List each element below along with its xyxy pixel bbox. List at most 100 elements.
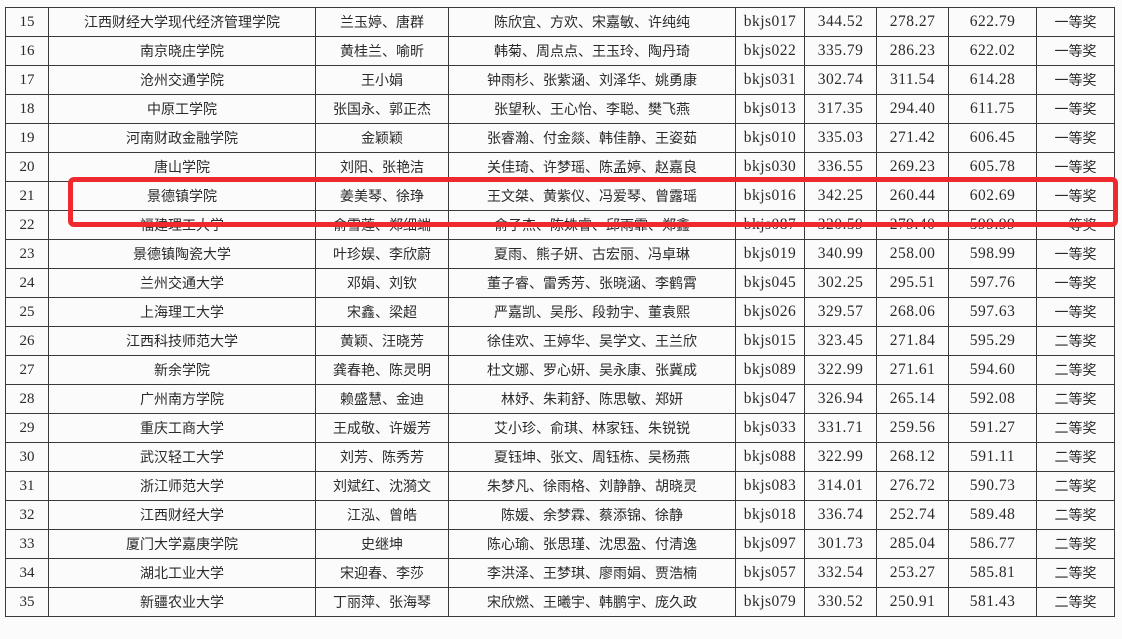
total-cell: 622.79 — [948, 7, 1037, 37]
rank-cell: 18 — [5, 94, 49, 124]
team-id-cell: bkjs017 — [735, 7, 805, 37]
total-cell: 589.48 — [948, 500, 1037, 530]
members-cell: 王文桀、黄紫仪、冯爱琴、曾露瑶 — [448, 181, 736, 211]
score2-cell: 250.91 — [876, 587, 949, 617]
team-id-cell: bkjs097 — [735, 529, 805, 559]
score2-cell: 311.54 — [876, 65, 949, 95]
total-cell: 611.75 — [948, 94, 1037, 124]
total-cell: 591.11 — [948, 442, 1037, 472]
total-cell: 599.99 — [948, 210, 1037, 240]
award-cell: 一等奖 — [1036, 239, 1115, 269]
table-row: 31 浙江师范大学 刘斌红、沈漪文 朱梦凡、徐雨格、刘静静、胡晓灵 bkjs083 314… — [5, 471, 1115, 501]
members-cell: 夏雨、熊子妍、古宏丽、冯卓琳 — [448, 239, 736, 269]
score2-cell: 252.74 — [876, 500, 949, 530]
members-cell: 李洪泽、王梦琪、廖雨娟、贾浩楠 — [448, 558, 736, 588]
school-cell: 重庆工商大学 — [48, 413, 316, 443]
advisors-cell: 龚春艳、陈灵明 — [315, 355, 449, 385]
school-cell: 浙江师范大学 — [48, 471, 316, 501]
rank-cell: 16 — [5, 36, 49, 66]
score2-cell: 260.44 — [876, 181, 949, 211]
rank-cell: 32 — [5, 500, 49, 530]
award-cell: 一等奖 — [1036, 181, 1115, 211]
team-id-cell: bkjs088 — [735, 442, 805, 472]
score1-cell: 302.74 — [804, 65, 877, 95]
total-cell: 605.78 — [948, 152, 1037, 182]
team-id-cell: bkjs018 — [735, 500, 805, 530]
advisors-cell: 刘斌红、沈漪文 — [315, 471, 449, 501]
award-cell: 一等奖 — [1036, 152, 1115, 182]
score2-cell: 265.14 — [876, 384, 949, 414]
advisors-cell: 俞雪莲、郑细端 — [315, 210, 449, 240]
award-cell: 一等奖 — [1036, 297, 1115, 327]
score2-cell: 279.40 — [876, 210, 949, 240]
advisors-cell: 姜美琴、徐琤 — [315, 181, 449, 211]
school-cell: 广州南方学院 — [48, 384, 316, 414]
award-cell: 一等奖 — [1036, 65, 1115, 95]
rank-cell: 24 — [5, 268, 49, 298]
members-cell: 陈媛、余梦霖、蔡添锦、徐静 — [448, 500, 736, 530]
score1-cell: 322.99 — [804, 355, 877, 385]
score2-cell: 268.12 — [876, 442, 949, 472]
advisors-cell: 黄桂兰、喻昕 — [315, 36, 449, 66]
total-cell: 585.81 — [948, 558, 1037, 588]
award-cell: 二等奖 — [1036, 471, 1115, 501]
total-cell: 614.28 — [948, 65, 1037, 95]
award-cell: 二等奖 — [1036, 355, 1115, 385]
score1-cell: 330.52 — [804, 587, 877, 617]
score1-cell: 335.03 — [804, 123, 877, 153]
score2-cell: 271.61 — [876, 355, 949, 385]
table-row: 29 重庆工商大学 王成敬、许媛芳 艾小珍、俞琪、林家钰、朱锐锐 bkjs033 331.… — [5, 413, 1115, 443]
school-cell: 新余学院 — [48, 355, 316, 385]
school-cell: 河南财政金融学院 — [48, 123, 316, 153]
award-cell: 一等奖 — [1036, 36, 1115, 66]
members-cell: 俞子杰、陈姝睿、邱雨霏、郑鑫 — [448, 210, 736, 240]
table-row: 33 厦门大学嘉庚学院 史继坤 陈心瑜、张思瑾、沈思盈、付清逸 bkjs097 301.7… — [5, 529, 1115, 559]
members-cell: 艾小珍、俞琪、林家钰、朱锐锐 — [448, 413, 736, 443]
score2-cell: 268.06 — [876, 297, 949, 327]
school-cell: 武汉轻工大学 — [48, 442, 316, 472]
score1-cell: 331.71 — [804, 413, 877, 443]
table-row: 32 江西财经大学 江泓、曾皓 陈媛、余梦霖、蔡添锦、徐静 bkjs018 336.74 2… — [5, 500, 1115, 530]
score2-cell: 286.23 — [876, 36, 949, 66]
results-table: 15 江西财经大学现代经济管理学院 兰玉婷、唐群 陈欣宜、方欢、宋嘉敏、许纯纯 bkjs… — [5, 7, 1115, 617]
rank-cell: 19 — [5, 123, 49, 153]
rank-cell: 25 — [5, 297, 49, 327]
score1-cell: 336.55 — [804, 152, 877, 182]
rank-cell: 29 — [5, 413, 49, 443]
team-id-cell: bkjs087 — [735, 210, 805, 240]
table-row: 30 武汉轻工大学 刘芳、陈秀芳 夏钰坤、张文、周钰栋、吴杨燕 bkjs088 322.9… — [5, 442, 1115, 472]
score1-cell: 340.99 — [804, 239, 877, 269]
total-cell: 594.60 — [948, 355, 1037, 385]
school-cell: 景德镇学院 — [48, 181, 316, 211]
advisors-cell: 邓娟、刘钦 — [315, 268, 449, 298]
table-row: 16 南京晓庄学院 黄桂兰、喻昕 韩菊、周点点、王玉玲、陶丹琦 bkjs022 335.7… — [5, 36, 1115, 66]
school-cell: 新疆农业大学 — [48, 587, 316, 617]
table-row: 25 上海理工大学 宋鑫、梁超 严嘉凯、吴彤、段勃宇、董袁熙 bkjs026 329.57… — [5, 297, 1115, 327]
school-cell: 江西科技师范大学 — [48, 326, 316, 356]
rank-cell: 23 — [5, 239, 49, 269]
team-id-cell: bkjs031 — [735, 65, 805, 95]
advisors-cell: 金颖颖 — [315, 123, 449, 153]
advisors-cell: 史继坤 — [315, 529, 449, 559]
team-id-cell: bkjs033 — [735, 413, 805, 443]
total-cell: 581.43 — [948, 587, 1037, 617]
rank-cell: 15 — [5, 7, 49, 37]
members-cell: 陈欣宜、方欢、宋嘉敏、许纯纯 — [448, 7, 736, 37]
total-cell: 597.63 — [948, 297, 1037, 327]
score2-cell: 271.84 — [876, 326, 949, 356]
members-cell: 徐佳欢、王婷华、吴学文、王兰欣 — [448, 326, 736, 356]
total-cell: 597.76 — [948, 268, 1037, 298]
score2-cell: 259.56 — [876, 413, 949, 443]
score1-cell: 317.35 — [804, 94, 877, 124]
advisors-cell: 丁丽萍、张海琴 — [315, 587, 449, 617]
score1-cell: 332.54 — [804, 558, 877, 588]
rank-cell: 26 — [5, 326, 49, 356]
score1-cell: 329.57 — [804, 297, 877, 327]
table-row: 27 新余学院 龚春艳、陈灵明 杜文娜、罗心妍、吴永康、张冀成 bkjs089 322.9… — [5, 355, 1115, 385]
table-row: 17 沧州交通学院 王小娟 钟雨杉、张紫涵、刘泽华、姚勇康 bkjs031 302.74 3… — [5, 65, 1115, 95]
rank-cell: 28 — [5, 384, 49, 414]
score2-cell: 294.40 — [876, 94, 949, 124]
total-cell: 586.77 — [948, 529, 1037, 559]
rank-cell: 27 — [5, 355, 49, 385]
score1-cell: 314.01 — [804, 471, 877, 501]
